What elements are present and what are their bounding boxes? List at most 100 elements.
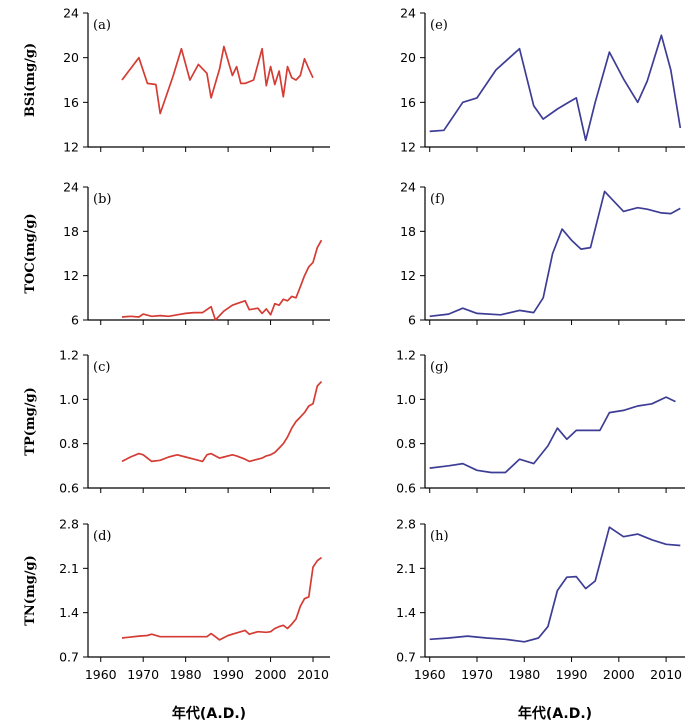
data-point-g (589, 429, 591, 431)
panel-letter-e: (e) (430, 18, 448, 33)
data-point-d (159, 636, 161, 638)
data-point-g (637, 405, 639, 407)
data-point-a (223, 45, 225, 47)
y-tick-label: 18 (400, 224, 416, 239)
y-tick-label: 24 (400, 6, 416, 21)
data-point-c (184, 456, 186, 458)
x-axis-label: 年代(A.D.) (172, 705, 246, 722)
data-point-f (646, 208, 648, 210)
data-point-g (665, 396, 667, 398)
data-point-c (150, 460, 152, 462)
data-point-b (316, 246, 318, 248)
series-line-g (429, 396, 676, 474)
y-tick-label: 1.2 (59, 348, 79, 363)
data-point-c (308, 405, 310, 407)
data-point-b (129, 315, 131, 317)
data-point-d (312, 566, 314, 568)
x-tick-label: 1990 (556, 667, 588, 682)
data-point-d (206, 636, 208, 638)
data-point-e (585, 139, 587, 141)
data-point-d (265, 631, 267, 633)
panel-letter-f: (f) (430, 192, 445, 207)
data-point-f (462, 307, 464, 309)
data-point-d (282, 624, 284, 626)
data-point-e (556, 108, 558, 110)
y-tick-label: 16 (63, 95, 79, 110)
data-point-a (206, 72, 208, 74)
chart-panel-f: 6 12 18 24 (f) (400, 180, 685, 328)
y-tick-label: 0.8 (396, 436, 416, 451)
data-point-d (121, 637, 123, 639)
data-point-a (282, 96, 284, 98)
y-tick-label: 12 (400, 140, 416, 155)
data-point-a (261, 48, 263, 50)
data-point-d (308, 596, 310, 598)
data-point-c (282, 442, 284, 444)
data-point-e (679, 127, 681, 129)
data-point-d (210, 632, 212, 634)
data-point-c (320, 380, 322, 382)
data-point-f (670, 212, 672, 214)
data-point-d (299, 605, 301, 607)
panel-letter-a: (a) (93, 18, 111, 33)
data-point-a (235, 65, 237, 67)
data-point-c (295, 420, 297, 422)
y-tick-label: 2.1 (59, 561, 79, 576)
data-point-h (537, 637, 539, 639)
data-point-d (286, 627, 288, 629)
y-tick-label: 1.4 (59, 605, 79, 620)
data-point-e (660, 34, 662, 36)
y-tick-label: 1.4 (396, 605, 416, 620)
data-point-b (235, 303, 237, 305)
data-point-b (278, 304, 280, 306)
chart-panel-c: 0.6 0.8 1.0 1.2 (c) TP(mg/g) (23, 348, 330, 496)
y-tick-label: 1.0 (396, 392, 416, 407)
data-point-a (286, 65, 288, 67)
data-point-d (214, 636, 216, 638)
data-point-c (265, 455, 267, 457)
data-point-a (265, 84, 267, 86)
data-point-b (142, 313, 144, 315)
data-point-g (504, 471, 506, 473)
data-point-d (244, 629, 246, 631)
data-point-c (129, 456, 131, 458)
data-point-g (476, 469, 478, 471)
data-point-b (231, 304, 233, 306)
data-point-h (504, 638, 506, 640)
panel-letter-h: (h) (430, 529, 449, 544)
data-point-d (257, 630, 259, 632)
data-point-h (575, 575, 577, 577)
x-tick-label: 1990 (212, 667, 244, 682)
y-tick-label: 1.0 (59, 392, 79, 407)
data-point-b (121, 316, 123, 318)
data-point-e (443, 129, 445, 131)
data-point-d (193, 636, 195, 638)
x-tick-label: 2000 (255, 667, 287, 682)
data-point-b (176, 314, 178, 316)
data-point-h (556, 589, 558, 591)
data-point-d (227, 634, 229, 636)
data-point-g (651, 403, 653, 405)
panel-letter-b: (b) (93, 192, 111, 207)
data-point-b (320, 239, 322, 241)
y-tick-label: 12 (400, 268, 416, 283)
y-tick-label: 20 (400, 50, 416, 65)
data-point-c (316, 385, 318, 387)
data-point-c (235, 455, 237, 457)
data-point-h (485, 637, 487, 639)
data-point-e (566, 102, 568, 104)
data-point-c (303, 411, 305, 413)
data-point-e (476, 97, 478, 99)
data-point-b (261, 312, 263, 314)
y-tick-label: 2.1 (396, 561, 416, 576)
x-tick-label: 1960 (85, 667, 117, 682)
y-tick-label: 2.8 (59, 517, 79, 532)
data-point-b (269, 314, 271, 316)
data-point-e (670, 69, 672, 71)
data-point-f (570, 239, 572, 241)
data-point-b (244, 300, 246, 302)
data-point-d (167, 636, 169, 638)
data-point-h (447, 637, 449, 639)
series-line-a (121, 45, 314, 115)
